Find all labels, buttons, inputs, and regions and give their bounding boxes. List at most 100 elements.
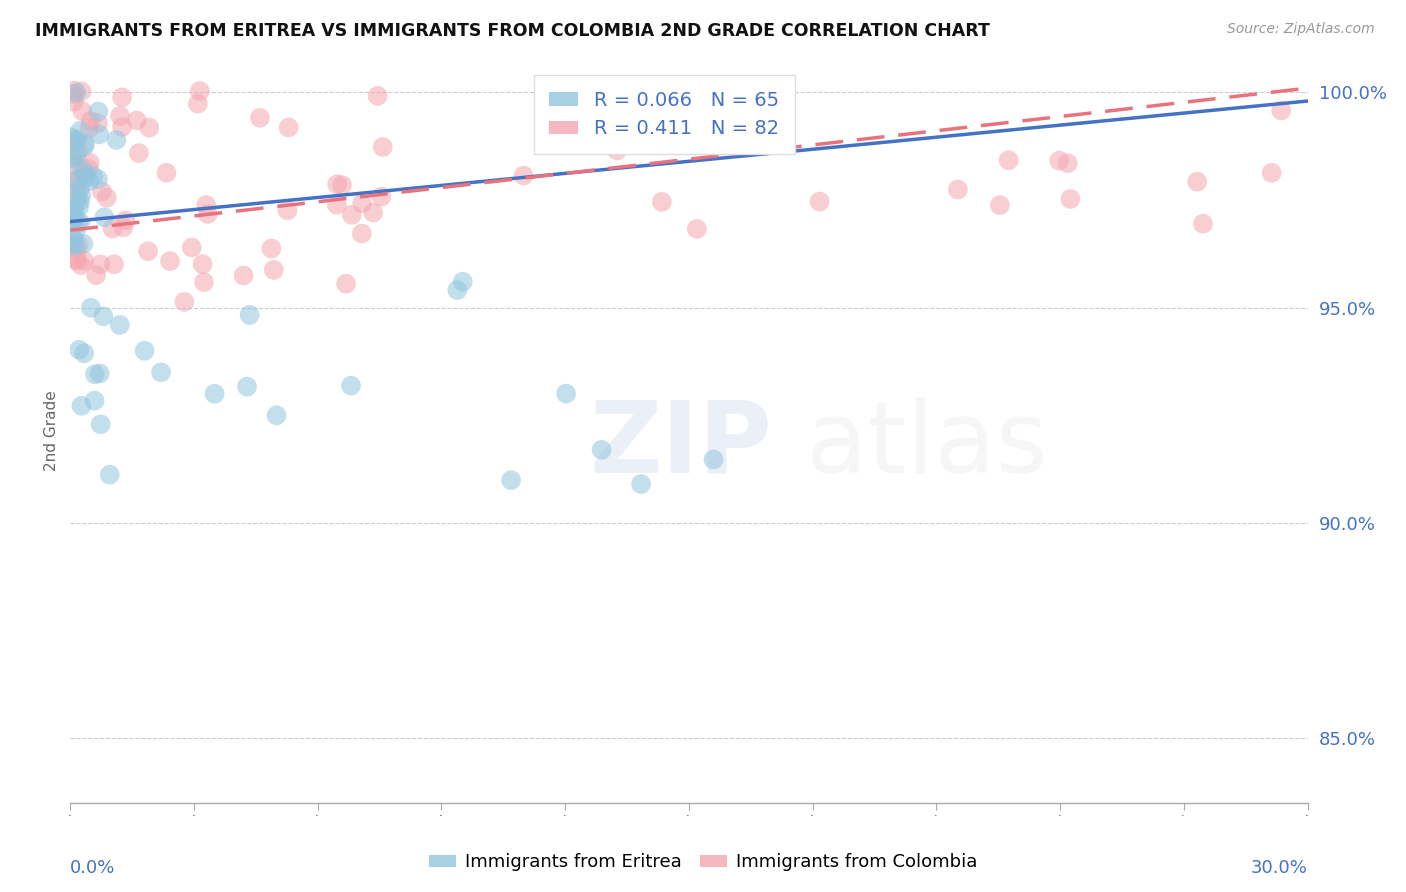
Point: [72, 103, 94, 118]
Point: [65, 86, 87, 100]
Point: [66, 172, 89, 186]
Point: [150, 365, 173, 379]
Point: [84, 368, 107, 382]
Point: [77, 121, 100, 136]
Point: [63, 95, 86, 109]
Point: [60, 214, 83, 228]
Point: [330, 178, 353, 192]
Point: [87, 104, 110, 119]
Point: [60, 130, 83, 145]
Point: [70, 188, 93, 202]
Point: [606, 144, 628, 158]
Point: [77, 174, 100, 188]
Point: [236, 379, 259, 393]
Point: [997, 153, 1019, 168]
Point: [65, 253, 87, 268]
Point: [187, 96, 209, 111]
Text: Source: ZipAtlas.com: Source: ZipAtlas.com: [1227, 22, 1375, 37]
Point: [79, 155, 101, 169]
Point: [512, 169, 534, 183]
Point: [108, 318, 131, 332]
Point: [266, 409, 288, 423]
Point: [67, 238, 90, 252]
Point: [988, 198, 1011, 212]
Point: [90, 185, 112, 199]
Point: [66, 175, 89, 189]
Point: [69, 258, 91, 272]
Point: [111, 90, 134, 104]
Point: [66, 192, 89, 206]
Point: [249, 111, 271, 125]
Point: [239, 308, 262, 322]
Point: [946, 183, 969, 197]
Point: [702, 452, 724, 467]
Point: [66, 172, 89, 186]
Point: [69, 216, 91, 230]
Point: [352, 196, 374, 211]
Point: [111, 120, 134, 134]
Point: [62, 153, 84, 167]
Point: [686, 222, 709, 236]
Point: [66, 215, 89, 229]
Point: [134, 343, 156, 358]
Point: [1192, 217, 1215, 231]
Point: [83, 393, 105, 408]
Point: [77, 161, 100, 176]
Point: [65, 223, 87, 237]
Point: [66, 187, 89, 202]
Point: [1187, 175, 1209, 189]
Point: [1059, 192, 1081, 206]
Point: [361, 205, 384, 219]
Point: [112, 220, 135, 235]
Text: IMMIGRANTS FROM ERITREA VS IMMIGRANTS FROM COLOMBIA 2ND GRADE CORRELATION CHART: IMMIGRANTS FROM ERITREA VS IMMIGRANTS FR…: [35, 22, 990, 40]
Point: [89, 257, 111, 271]
Point: [591, 442, 613, 457]
Point: [136, 244, 159, 259]
Point: [173, 295, 195, 310]
Point: [105, 133, 128, 147]
Y-axis label: 2nd Grade: 2nd Grade: [44, 390, 59, 471]
Point: [80, 301, 103, 315]
Point: [60, 202, 83, 217]
Point: [91, 310, 114, 324]
Point: [73, 168, 96, 182]
Point: [75, 167, 97, 181]
Point: [193, 275, 215, 289]
Point: [65, 243, 87, 257]
Point: [73, 136, 96, 151]
Point: [63, 186, 86, 201]
Point: [65, 149, 87, 163]
Point: [197, 207, 219, 221]
Point: [232, 268, 254, 283]
Point: [98, 467, 121, 482]
Text: 0.0%: 0.0%: [70, 859, 115, 877]
Point: [125, 113, 148, 128]
Point: [84, 268, 107, 282]
Point: [67, 200, 90, 214]
Point: [451, 275, 474, 289]
Point: [70, 84, 93, 98]
Point: [62, 208, 84, 222]
Point: [808, 194, 831, 209]
Legend: Immigrants from Eritrea, Immigrants from Colombia: Immigrants from Eritrea, Immigrants from…: [422, 847, 984, 879]
Point: [90, 417, 112, 432]
Point: [82, 169, 104, 184]
Point: [63, 235, 86, 249]
Point: [62, 213, 84, 227]
Point: [326, 178, 349, 192]
Point: [651, 194, 673, 209]
Text: 30.0%: 30.0%: [1251, 859, 1308, 877]
Point: [66, 252, 89, 267]
Point: [1270, 103, 1292, 118]
Point: [96, 191, 118, 205]
Text: ZIP: ZIP: [591, 397, 773, 494]
Point: [188, 84, 211, 98]
Point: [66, 133, 89, 147]
Point: [335, 277, 357, 291]
Point: [75, 170, 97, 185]
Point: [73, 346, 96, 360]
Point: [60, 151, 83, 165]
Point: [630, 477, 652, 491]
Point: [63, 203, 86, 218]
Point: [73, 140, 96, 154]
